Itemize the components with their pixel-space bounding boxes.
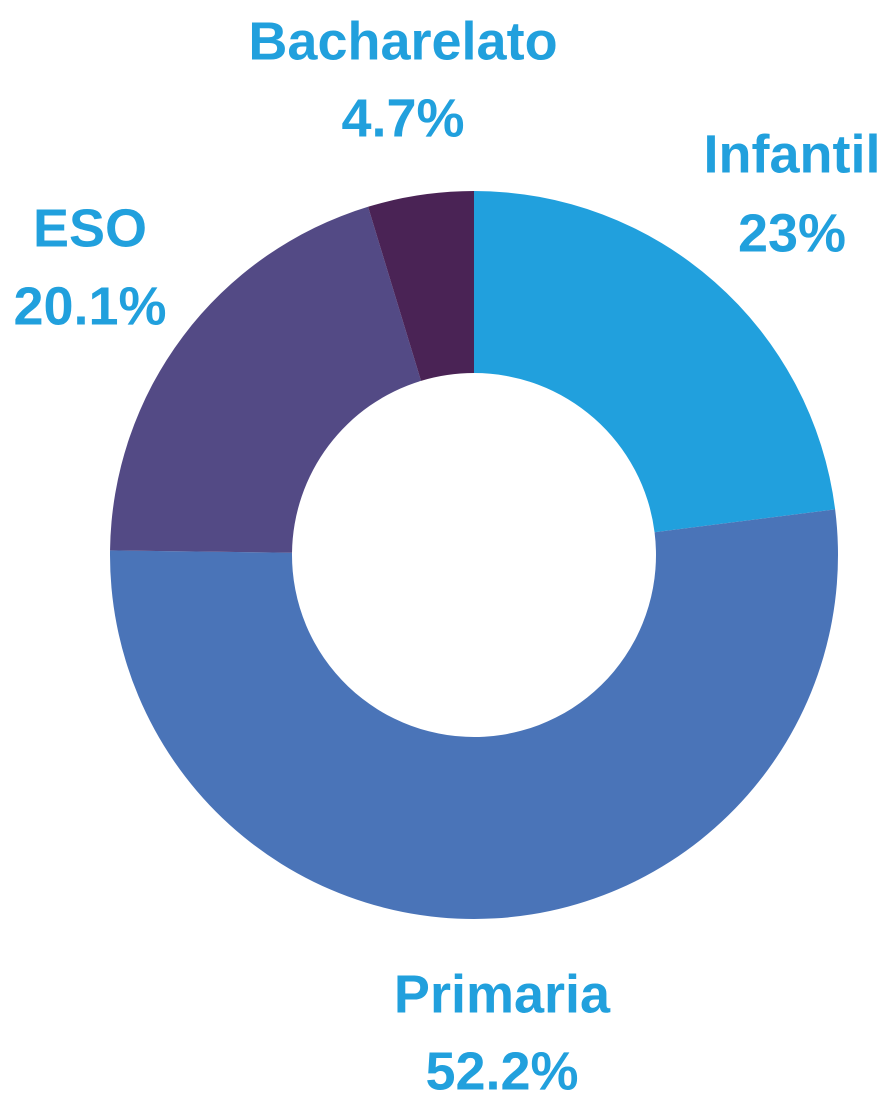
slice-label: ESO: [33, 198, 147, 258]
slice-value-label: 4.7%: [341, 88, 464, 148]
slice-value-label: 20.1%: [13, 276, 166, 336]
donut-slice: [110, 206, 422, 553]
slice-label: Infantil: [704, 124, 881, 184]
slice-label: Primaria: [394, 964, 611, 1024]
slice-value-label: 23%: [738, 203, 846, 263]
slice-label: Bacharelato: [248, 11, 557, 71]
donut-slice: [368, 191, 474, 381]
donut-slice: [474, 191, 836, 533]
donut-slice: [110, 509, 839, 919]
slice-value-label: 52.2%: [425, 1041, 578, 1097]
